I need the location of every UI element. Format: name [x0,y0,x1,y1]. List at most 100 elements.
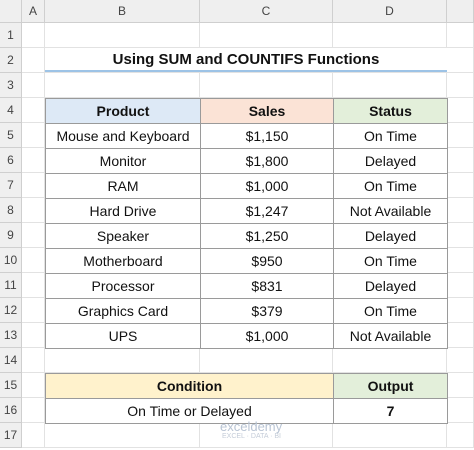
row-header: 14 [0,348,22,373]
cell [447,248,474,273]
table-cell: UPS [45,323,201,349]
cell [22,173,45,198]
cell [22,73,45,98]
cell [447,298,474,323]
cell [22,323,45,348]
cell [447,148,474,173]
cell [333,423,447,448]
table-cell: Monitor [45,148,201,174]
cell [447,73,474,98]
table-cell: $1,000 [200,323,334,349]
table-cell: $1,800 [200,148,334,174]
cell [200,23,333,48]
column-header: C [200,0,333,23]
cell [447,398,474,423]
table-cell: $379 [200,298,334,324]
row-header: 10 [0,248,22,273]
table-cell: Processor [45,273,201,299]
cell [45,73,200,98]
cell [447,423,474,448]
cell [22,298,45,323]
cell [447,373,474,398]
row-header: 16 [0,398,22,423]
cell [447,23,474,48]
cell [200,423,333,448]
row-header: 5 [0,123,22,148]
table-cell: On Time [333,248,448,274]
column-header [447,0,474,23]
column-header: A [22,0,45,23]
table-cell: Motherboard [45,248,201,274]
column-header: B [45,0,200,23]
table-cell: Hard Drive [45,198,201,224]
cell [447,123,474,148]
row-header: 8 [0,198,22,223]
cell [447,273,474,298]
cell [447,198,474,223]
summary-cell: On Time or Delayed [45,398,334,424]
table-cell: On Time [333,173,448,199]
table-cell: Not Available [333,198,448,224]
row-header: 13 [0,323,22,348]
table-cell: Not Available [333,323,448,349]
table-cell: Delayed [333,148,448,174]
row-header: 11 [0,273,22,298]
table-cell: Mouse and Keyboard [45,123,201,149]
cell [22,123,45,148]
table-header: Status [333,98,448,124]
table-cell: Speaker [45,223,201,249]
row-header: 9 [0,223,22,248]
table-cell: $950 [200,248,334,274]
row-header: 6 [0,148,22,173]
corner [0,0,22,23]
cell [447,48,474,73]
cell [333,23,447,48]
table-cell: Delayed [333,223,448,249]
column-header: D [333,0,447,23]
table-cell: On Time [333,298,448,324]
cell [22,398,45,423]
table-cell: $1,150 [200,123,334,149]
cell [333,348,447,373]
table-header: Sales [200,98,334,124]
row-header: 2 [0,48,22,73]
cell [22,223,45,248]
table-cell: $831 [200,273,334,299]
summary-cell: 7 [333,398,448,424]
cell [22,23,45,48]
cell [22,348,45,373]
row-header: 15 [0,373,22,398]
cell [22,248,45,273]
cell [22,48,45,73]
title: Using SUM and COUNTIFS Functions [45,48,447,71]
cell [447,348,474,373]
cell [200,73,333,98]
row-header: 12 [0,298,22,323]
cell [200,348,333,373]
cell [45,423,200,448]
summary-header: Output [333,373,448,399]
table-cell: $1,247 [200,198,334,224]
cell [22,98,45,123]
watermark-tagline: EXCEL · DATA · BI [222,432,281,440]
cell [333,73,447,98]
cell [22,423,45,448]
table-header: Product [45,98,201,124]
table-cell: On Time [333,123,448,149]
cell [45,23,200,48]
title-underline [45,70,447,72]
cell [22,373,45,398]
cell [447,323,474,348]
cell [22,273,45,298]
cell [22,148,45,173]
watermark-name: exceldemy [220,418,283,434]
table-cell: RAM [45,173,201,199]
table-cell: Delayed [333,273,448,299]
row-header: 1 [0,23,22,48]
table-cell: Graphics Card [45,298,201,324]
cell [45,348,200,373]
cell [22,198,45,223]
table-cell: $1,250 [200,223,334,249]
row-header: 3 [0,73,22,98]
